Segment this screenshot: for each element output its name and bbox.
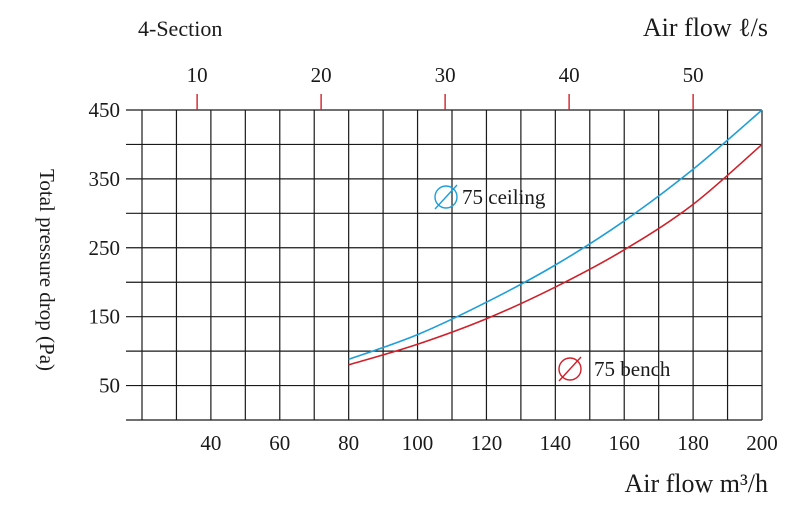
series-line-ceiling	[348, 109, 763, 361]
y-tick-label: 450	[89, 98, 121, 122]
top-axis-tick-label: 30	[435, 63, 456, 87]
diameter-icon	[434, 185, 458, 209]
section-label: 4-Section	[138, 16, 222, 41]
x-tick-label: 100	[402, 431, 434, 455]
legend-label-ceiling: 75 ceiling	[462, 185, 546, 209]
legend-label-bench: 75 bench	[594, 357, 671, 381]
y-axis-label: Total pressure drop (Pa)	[35, 169, 59, 371]
legend-75-ceiling: 75 ceiling	[434, 184, 546, 210]
diameter-slash	[434, 184, 458, 210]
series-line-bench	[348, 143, 763, 366]
x-tick-label: 40	[200, 431, 221, 455]
x-axis-label: Air flow m³/h	[624, 469, 768, 498]
x-tick-label: 140	[540, 431, 572, 455]
chart-curves	[348, 109, 763, 366]
x-tick-label: 160	[608, 431, 640, 455]
y-tick-label: 250	[89, 236, 121, 260]
top-axis-tick-label: 50	[683, 63, 704, 87]
x-tick-label: 180	[677, 431, 709, 455]
x-tick-label: 80	[338, 431, 359, 455]
top-axis-tick-label: 20	[311, 63, 332, 87]
x-tick-label: 60	[269, 431, 290, 455]
x-tick-label: 200	[746, 431, 778, 455]
x-tick-label: 120	[471, 431, 503, 455]
diameter-slash	[558, 356, 582, 382]
top-axis-tick-label: 10	[187, 63, 208, 87]
top-axis-label: Air flow ℓ/s	[643, 13, 768, 42]
y-tick-label: 50	[99, 374, 120, 398]
top-axis-tick-label: 40	[559, 63, 580, 87]
chart-ticks: 40 60 80 100 120 140 160 180 200 50 150 250 350 450 10…	[89, 63, 778, 455]
diameter-icon	[558, 357, 582, 381]
y-tick-label: 350	[89, 167, 121, 191]
legend-75-bench: 75 bench	[558, 356, 671, 382]
y-tick-label: 150	[89, 305, 121, 329]
